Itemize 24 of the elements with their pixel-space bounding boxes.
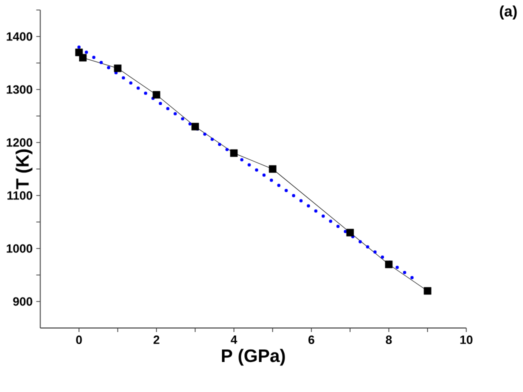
point xyxy=(230,149,238,157)
y-axis-title: T (K) xyxy=(16,149,32,190)
point xyxy=(385,260,393,268)
y-tick-label: 1400 xyxy=(6,32,32,41)
y-tick-label: 900 xyxy=(13,297,32,306)
x-tick-label: 2 xyxy=(154,336,160,344)
point xyxy=(152,91,160,99)
x-tick-label: 4 xyxy=(230,336,238,344)
x-tick-label: 10 xyxy=(460,336,472,344)
y-tick-label: 1000 xyxy=(6,244,32,253)
y-tick-label: 1100 xyxy=(7,191,32,200)
point xyxy=(268,165,276,173)
x-tick-label: 6 xyxy=(308,336,314,344)
x-tick-label: 0 xyxy=(76,336,82,344)
y-tick-label: 1300 xyxy=(6,85,32,94)
point xyxy=(346,228,354,236)
point xyxy=(79,54,87,62)
point xyxy=(424,287,432,295)
point xyxy=(191,122,199,130)
text: (a) xyxy=(500,6,517,20)
y-tick-label: 1200 xyxy=(6,138,32,147)
point xyxy=(114,64,122,72)
x-axis-title: P (GPa) xyxy=(222,348,285,366)
x-tick-label: 8 xyxy=(386,336,392,344)
